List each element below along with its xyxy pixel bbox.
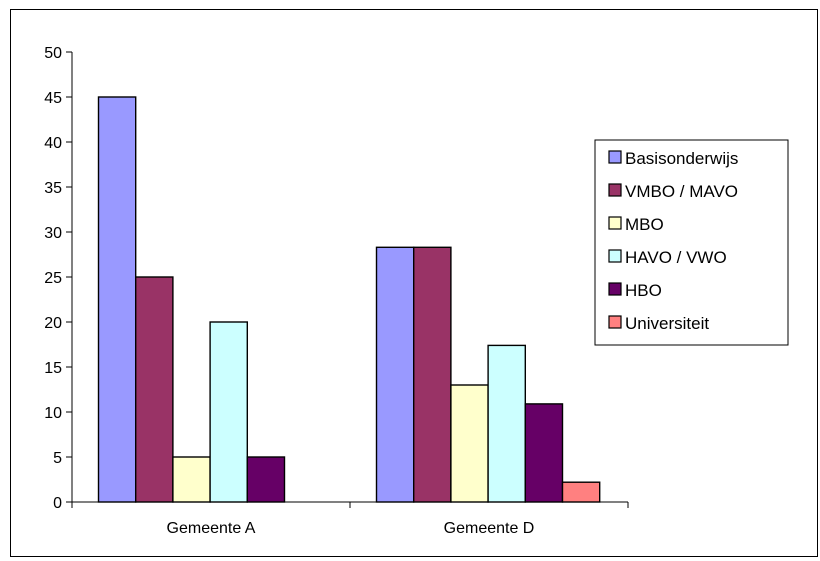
- bar: [172, 456, 211, 503]
- y-tick-label: 45: [44, 90, 62, 107]
- y-tick-label: 35: [44, 180, 62, 197]
- bar: [450, 384, 489, 503]
- x-tick-label: Gemeente A: [167, 520, 256, 537]
- bar: [561, 481, 601, 503]
- legend-swatch: [608, 315, 622, 329]
- y-tick-label: 10: [44, 405, 62, 422]
- bars: [97, 96, 601, 503]
- legend-label: HBO: [625, 281, 662, 300]
- y-tick-label: 50: [44, 45, 62, 62]
- y-tick-label: 15: [44, 360, 62, 377]
- legend-label: MBO: [625, 215, 664, 234]
- y-tick-label: 5: [53, 450, 62, 467]
- legend-swatch: [608, 249, 622, 263]
- bar: [97, 96, 137, 503]
- bar: [209, 321, 249, 503]
- legend: Basisonderwijs VMBO / MAVO MBO HAVO / VWO HB…: [594, 139, 789, 346]
- legend-swatch: [608, 150, 622, 164]
- y-tick-label: 20: [44, 315, 62, 332]
- legend-box: [594, 139, 789, 346]
- legend-label: Basisonderwijs: [625, 149, 738, 168]
- y-axis: 0 5 10 15 20 25 30 35 40 45 50: [44, 45, 73, 512]
- legend-label: VMBO / MAVO: [625, 182, 738, 201]
- x-axis: Gemeente A Gemeente D: [71, 501, 629, 537]
- legend-label: HAVO / VWO: [625, 248, 727, 267]
- x-tick-label: Gemeente D: [444, 520, 535, 537]
- bar: [524, 403, 564, 503]
- legend-swatch: [608, 282, 622, 296]
- y-tick-label: 0: [53, 495, 62, 512]
- bar: [246, 456, 286, 503]
- y-tick-label: 30: [44, 225, 62, 242]
- bar: [134, 276, 174, 503]
- legend-label: Universiteit: [625, 314, 709, 333]
- y-tick-label: 25: [44, 270, 62, 287]
- legend-swatch: [608, 183, 622, 197]
- bar: [487, 344, 527, 503]
- legend-swatch: [608, 216, 622, 230]
- bar: [413, 246, 452, 503]
- bar: [375, 246, 415, 503]
- y-tick-label: 40: [44, 135, 62, 152]
